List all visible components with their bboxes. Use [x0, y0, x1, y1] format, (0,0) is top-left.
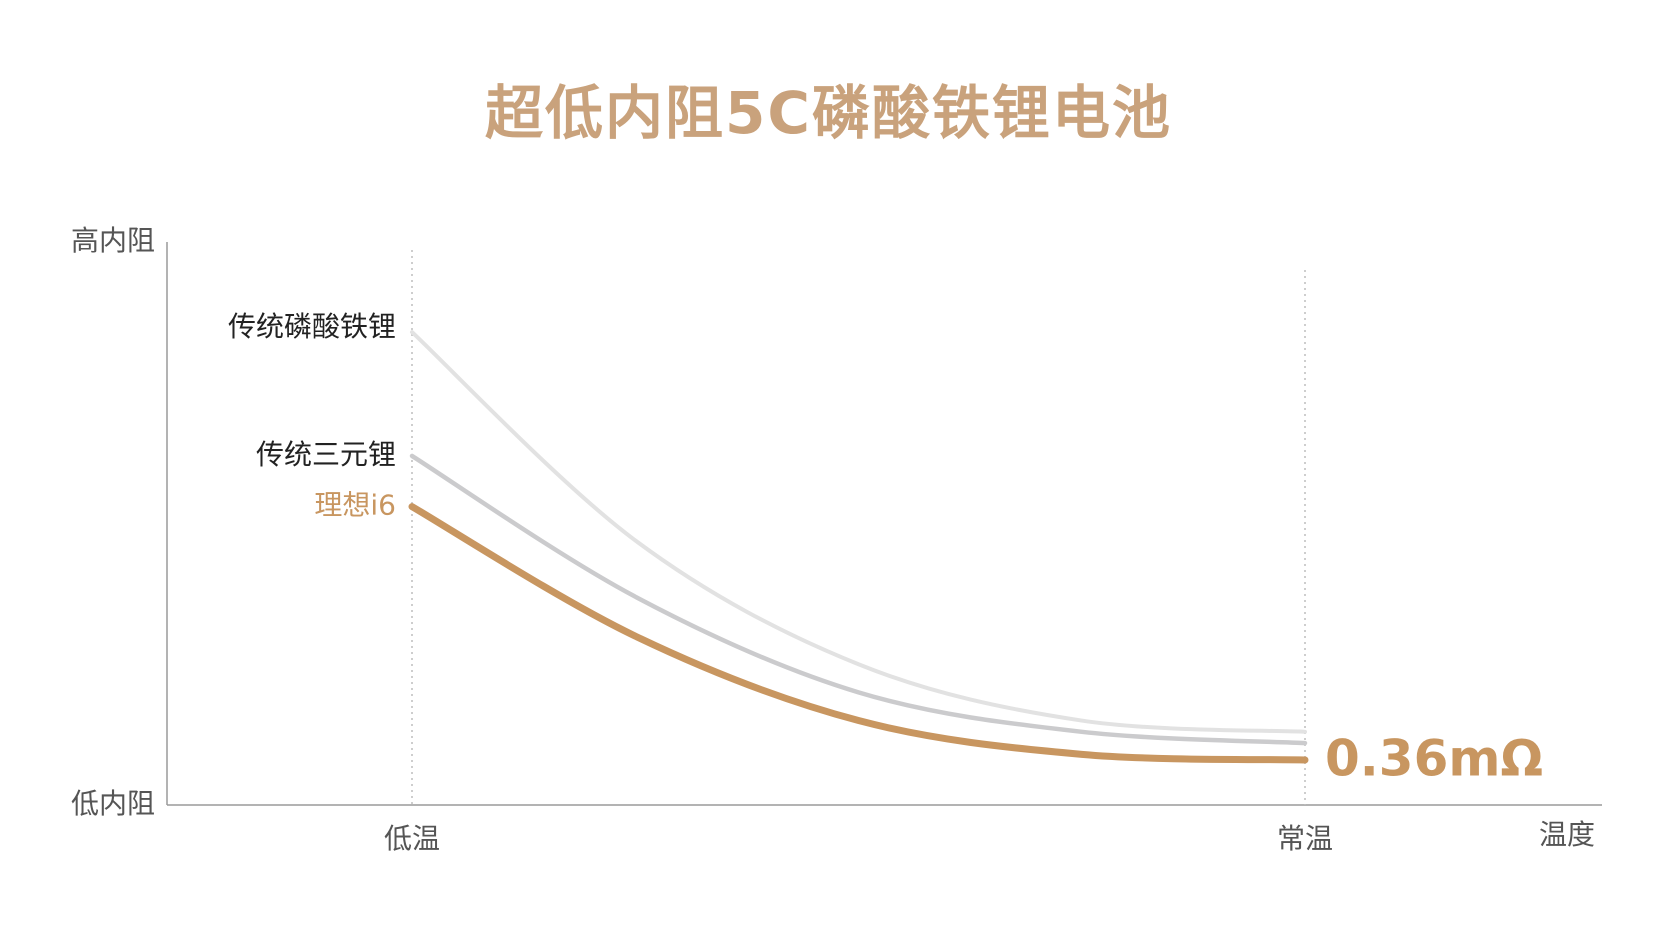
- y-tick-label-low: 低内阻: [71, 787, 155, 820]
- series-label-lfp: 传统磷酸铁锂: [228, 310, 396, 343]
- chart-title: 超低内阻5C磷酸铁锂电池: [485, 79, 1172, 147]
- x-tick-label-low-temp: 低温: [384, 822, 440, 855]
- annotation-value: 0.36mΩ: [1325, 729, 1543, 787]
- series-label-li-i6: 理想i6: [314, 489, 396, 522]
- series-line-li-i6: [408, 503, 1309, 764]
- y-tick-label-high: 高内阻: [71, 224, 155, 257]
- series-line-lfp: [410, 330, 1307, 734]
- x-tick-label-room-temp: 常温: [1277, 822, 1333, 855]
- series-line-ncm: [409, 453, 1308, 746]
- x-axis-title: 温度: [1539, 818, 1595, 851]
- series-label-ncm: 传统三元锂: [256, 438, 396, 471]
